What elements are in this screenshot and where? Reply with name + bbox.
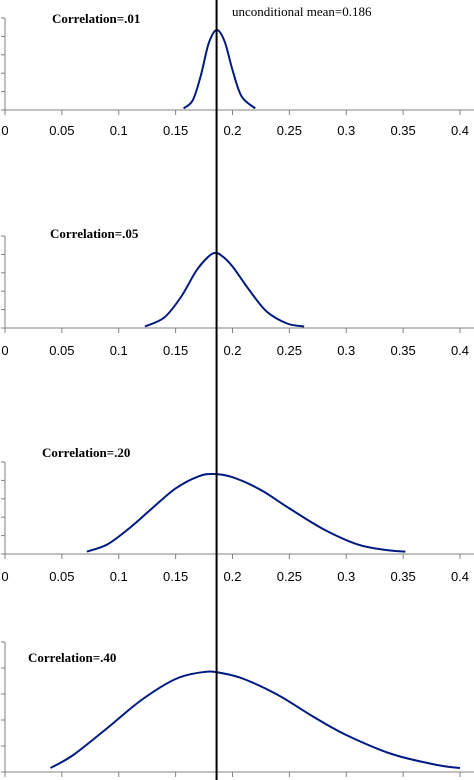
x-tick-label: 0.4 (451, 569, 469, 584)
x-tick-label: 0.15 (163, 123, 188, 138)
x-tick-label: 0.1 (110, 123, 128, 138)
panel-title: Correlation=.40 (28, 650, 116, 665)
x-tick-label: 0.35 (390, 343, 415, 358)
unconditional-mean-label: unconditional mean=0.186 (232, 4, 372, 19)
density-curve (144, 251, 305, 328)
x-tick-label: 0.05 (49, 569, 74, 584)
x-tick-label: 0.05 (49, 123, 74, 138)
x-tick-label: 0.25 (277, 343, 302, 358)
x-tick-label: 0.25 (277, 123, 302, 138)
x-tick-label: 0.15 (163, 343, 188, 358)
x-tick-label: 0.2 (223, 123, 241, 138)
x-tick-label: 0.05 (49, 343, 74, 358)
x-tick-label: 0.15 (163, 569, 188, 584)
x-tick-label: 0.1 (110, 569, 128, 584)
x-tick-label: 0.35 (390, 569, 415, 584)
x-tick-label: 0 (1, 343, 8, 358)
x-tick-label: 0.4 (451, 343, 469, 358)
density-curve (49, 670, 461, 769)
chart-panel-3: 0 0.05 0.1 0.15 0.2 0.25 0.3 0.35 0.4 Correlation… (1, 445, 474, 584)
x-tick-label: 0.1 (110, 343, 128, 358)
x-tick-label: 0.3 (337, 343, 355, 358)
chart-panels: 0 0.05 0.1 0.15 0.2 0.25 0.3 0.35 0.4 Correlation… (1, 11, 474, 777)
density-curve (86, 472, 406, 553)
x-tick-label: 0.2 (223, 569, 241, 584)
x-tick-label: 0.3 (337, 569, 355, 584)
panel-title: Correlation=.01 (52, 11, 140, 26)
panel-title: Correlation=.20 (42, 445, 130, 460)
density-curve (182, 29, 256, 110)
x-tick-label: 0.2 (223, 343, 241, 358)
chart-panel-4: Correlation=.40 (1, 641, 474, 777)
panel-title: Correlation=.05 (50, 226, 139, 241)
x-tick-label: 0 (1, 569, 8, 584)
x-tick-label: 0 (1, 123, 8, 138)
x-tick-label: 0.4 (451, 123, 469, 138)
x-tick-label: 0.25 (277, 569, 302, 584)
x-tick-label: 0.3 (337, 123, 355, 138)
chart-panel-1: 0 0.05 0.1 0.15 0.2 0.25 0.3 0.35 0.4 Correlation… (1, 11, 474, 138)
x-tick-label: 0.35 (390, 123, 415, 138)
chart-panel-2: 0 0.05 0.1 0.15 0.2 0.25 0.3 0.35 0.4 Correlation… (1, 226, 474, 358)
